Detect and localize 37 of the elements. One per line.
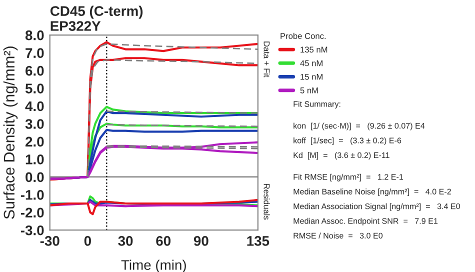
text: Fit RMSE [ng/mm²] = 1.2 E-1 bbox=[294, 174, 404, 182]
y-tick-label: 2.0 bbox=[25, 136, 44, 147]
y-tick-label: -3.0 bbox=[20, 225, 44, 236]
legend-title: Probe Conc. bbox=[280, 32, 326, 39]
text: Median Association Signal [ng/mm²] = 3.4 E0 bbox=[294, 203, 460, 211]
x-tick-label: 60 bbox=[156, 236, 171, 246]
legend-label: 45 nM bbox=[300, 60, 322, 66]
y-tick-label: 5.0 bbox=[25, 84, 44, 94]
x-tick-label: 135 bbox=[247, 236, 270, 246]
y-tick-label: 8.0 bbox=[25, 30, 44, 40]
y-tick-label: 3.0 bbox=[25, 119, 44, 129]
x-tick-label: 0 bbox=[84, 236, 91, 246]
y-tick-label: 0.0 bbox=[26, 172, 44, 182]
x-tick-label: 90 bbox=[194, 236, 208, 246]
text: RMSE / Noise = 3.0 E0 bbox=[294, 232, 383, 239]
text: koff [1/sec] = (3.3 ± 0.2) E-6 bbox=[294, 137, 402, 145]
chart-subtitle: EP322Y bbox=[50, 21, 101, 31]
y-tick-label: 4.0 bbox=[25, 101, 44, 112]
text: Residuals bbox=[264, 184, 270, 220]
x-tick-label: -30 bbox=[40, 236, 60, 246]
text: Data + Fit bbox=[264, 42, 270, 78]
y-tick-label: 6.0 bbox=[26, 66, 44, 76]
y-axis-title: Surface Density (ng/mm²) bbox=[3, 46, 18, 219]
chart-title: CD45 (C-term) bbox=[50, 6, 143, 19]
text: Fit Summary: bbox=[294, 100, 340, 108]
legend-label: 135 nM bbox=[300, 46, 328, 53]
y-tick-label: -2.0 bbox=[20, 208, 44, 218]
legend-label: 15 nM bbox=[300, 74, 322, 80]
y-tick-label: 7.0 bbox=[26, 48, 44, 58]
y-tick-label: 1.0 bbox=[26, 154, 44, 164]
legend-label: 5 nM bbox=[300, 88, 318, 94]
text: Median Assoc. Endpoint SNR = 7.9 E1 bbox=[294, 218, 438, 226]
y-tick-label: -1.0 bbox=[20, 190, 44, 200]
x-tick-label: 30 bbox=[118, 236, 133, 246]
text: Median Baseline Noise [ng/mm²] = 4.0 E-2 bbox=[294, 188, 451, 196]
text: kon [1/ (sec·M)] = (9.26 ± 0.07) E4 bbox=[294, 122, 425, 130]
text: Kd [M] = (3.6 ± 0.2) E-11 bbox=[294, 152, 390, 160]
